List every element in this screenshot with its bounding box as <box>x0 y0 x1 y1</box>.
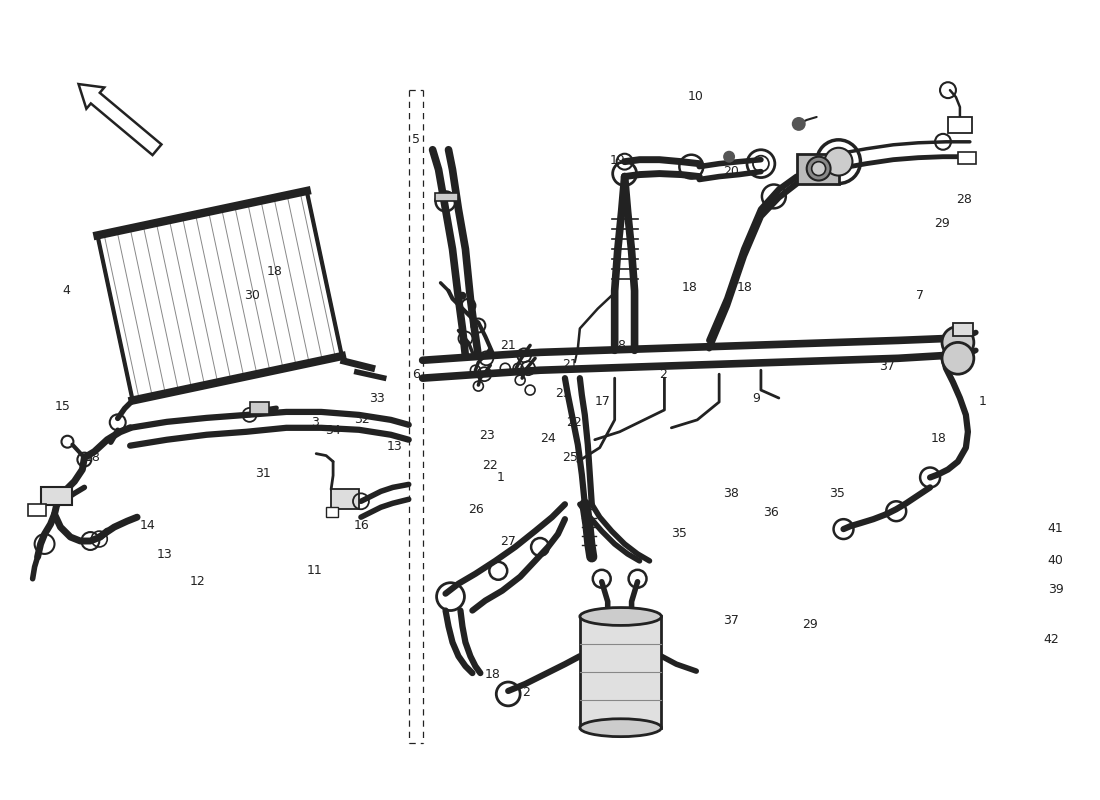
Text: 26: 26 <box>468 503 484 516</box>
Text: 15: 15 <box>55 400 70 413</box>
Text: 3: 3 <box>311 416 319 429</box>
Circle shape <box>825 148 852 175</box>
Text: 39: 39 <box>1048 582 1064 595</box>
Text: 25: 25 <box>562 450 578 464</box>
Text: 41: 41 <box>1048 522 1064 535</box>
Circle shape <box>942 342 974 374</box>
Text: 29: 29 <box>934 217 949 230</box>
Text: 16: 16 <box>354 519 370 532</box>
Text: 6: 6 <box>412 368 420 381</box>
Text: 18: 18 <box>266 265 282 278</box>
Text: 21: 21 <box>562 358 578 370</box>
Text: 5: 5 <box>412 133 420 146</box>
Text: 9: 9 <box>751 392 760 405</box>
Text: 20: 20 <box>723 165 738 178</box>
Circle shape <box>942 326 974 358</box>
Bar <box>434 194 459 202</box>
Text: 27: 27 <box>500 535 516 548</box>
Text: 14: 14 <box>140 519 155 532</box>
Bar <box>250 402 270 414</box>
Text: 10: 10 <box>688 90 704 103</box>
Bar <box>28 504 45 516</box>
Text: 17: 17 <box>595 395 610 408</box>
Bar <box>953 322 972 337</box>
Bar <box>326 507 338 517</box>
Text: 18: 18 <box>682 281 698 294</box>
Circle shape <box>792 117 805 131</box>
Text: 35: 35 <box>671 527 688 540</box>
Bar <box>41 487 73 506</box>
Text: 34: 34 <box>326 424 341 437</box>
Text: 13: 13 <box>387 439 403 453</box>
Text: 1: 1 <box>497 471 505 484</box>
Text: 18: 18 <box>85 450 100 464</box>
Text: 22: 22 <box>482 458 497 472</box>
Text: 23: 23 <box>556 387 571 400</box>
Text: 12: 12 <box>189 574 206 588</box>
Bar <box>331 490 359 510</box>
Text: 19: 19 <box>610 154 626 166</box>
Text: 35: 35 <box>828 487 845 500</box>
Circle shape <box>812 162 826 175</box>
Bar <box>958 152 976 164</box>
Text: 11: 11 <box>307 564 322 578</box>
Bar <box>580 617 661 728</box>
Circle shape <box>723 150 735 162</box>
Text: 21: 21 <box>500 339 516 353</box>
Text: 28: 28 <box>956 194 971 206</box>
Text: 29: 29 <box>803 618 818 630</box>
Text: 31: 31 <box>255 466 271 479</box>
Text: 4: 4 <box>63 284 70 297</box>
Text: 2: 2 <box>522 686 530 699</box>
Text: 40: 40 <box>1047 554 1064 567</box>
Polygon shape <box>98 191 342 401</box>
Text: 1: 1 <box>978 395 987 408</box>
Text: 38: 38 <box>723 487 738 500</box>
Text: 13: 13 <box>157 549 173 562</box>
Text: 22: 22 <box>566 416 582 429</box>
Text: 18: 18 <box>931 432 946 445</box>
Text: 18: 18 <box>737 281 752 294</box>
Text: 42: 42 <box>1044 634 1059 646</box>
Circle shape <box>806 157 830 181</box>
Ellipse shape <box>580 607 661 626</box>
Text: 30: 30 <box>244 289 261 302</box>
Bar <box>948 117 972 133</box>
Text: 37: 37 <box>723 614 738 627</box>
Bar <box>796 154 838 183</box>
Text: 8: 8 <box>617 339 625 353</box>
Ellipse shape <box>580 718 661 737</box>
Text: 37: 37 <box>879 360 895 373</box>
Text: 7: 7 <box>916 289 924 302</box>
Text: 23: 23 <box>478 430 494 442</box>
Text: 2: 2 <box>659 368 667 381</box>
Text: 24: 24 <box>540 432 556 445</box>
Circle shape <box>459 292 466 300</box>
Text: 18: 18 <box>485 667 501 681</box>
Text: 33: 33 <box>370 392 385 405</box>
Text: 36: 36 <box>763 506 779 519</box>
Text: 32: 32 <box>354 414 370 426</box>
